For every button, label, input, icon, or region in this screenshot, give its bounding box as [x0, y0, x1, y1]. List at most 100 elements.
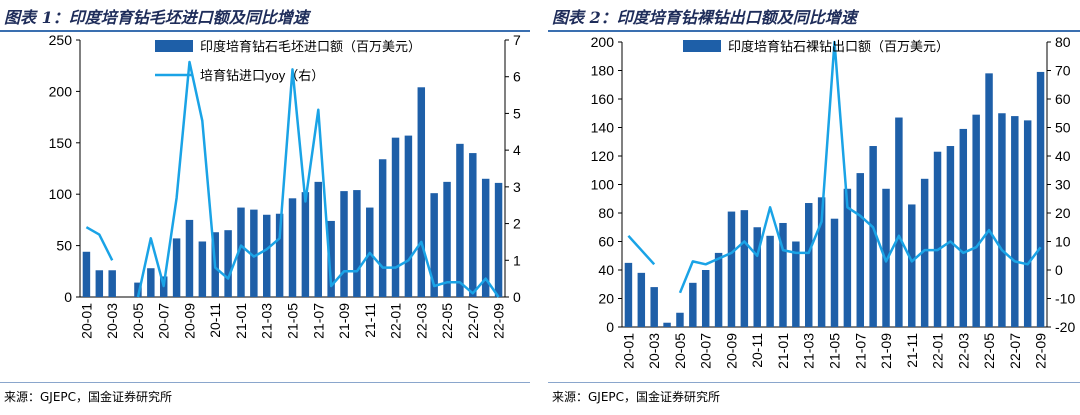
left-tick-label: 200 [49, 83, 73, 99]
bar [481, 178, 490, 297]
bar [314, 181, 322, 297]
right-tick-label: -20 [1055, 319, 1075, 335]
bar [701, 270, 710, 327]
bar [676, 312, 684, 327]
right-tick-label: 7 [513, 32, 521, 48]
yoy-line-segment [136, 60, 500, 298]
bar [237, 207, 245, 297]
left-tick-label: 20 [598, 291, 614, 307]
bar [172, 238, 181, 297]
bar [430, 193, 438, 297]
bar [1023, 120, 1032, 327]
bar [740, 210, 749, 327]
bar [908, 204, 916, 327]
left-tick-label: 140 [591, 120, 615, 136]
x-tick-label: 21-07 [310, 303, 326, 339]
bar [1036, 71, 1045, 327]
left-tick-label: 180 [591, 63, 615, 79]
bar [805, 203, 813, 327]
bar [147, 268, 155, 297]
x-tick-label: 20-07 [698, 333, 714, 369]
right-tick-label: 1 [513, 252, 521, 268]
bar [494, 182, 503, 297]
bar [985, 73, 993, 327]
bar [714, 252, 723, 327]
left-tick-label: 100 [591, 177, 615, 193]
x-tick-label: 21-01 [233, 303, 249, 339]
title-rule [0, 30, 530, 32]
source-note: 来源：GJEPC，国金证券研究所 [552, 390, 721, 404]
bar [689, 282, 697, 327]
legend-bar-label: 印度培育钻石裸钻出口额（百万美元） [728, 39, 949, 54]
legend-bar-label: 印度培育钻石毛坯进口额（百万美元） [200, 39, 421, 54]
x-tick-label: 20-03 [646, 333, 662, 369]
bar [779, 222, 787, 327]
right-tick-label: 60 [1055, 91, 1071, 107]
x-tick-label: 21-05 [827, 333, 843, 369]
bar [895, 117, 903, 328]
bar [869, 146, 877, 327]
bar [792, 241, 800, 327]
right-tick-label: 70 [1055, 63, 1071, 79]
x-tick-label: 20-09 [181, 303, 197, 339]
x-tick-label: 21-03 [801, 333, 817, 369]
left-tick-label: 50 [56, 238, 72, 254]
bar [817, 197, 826, 327]
yoy-line-segment [678, 40, 1042, 294]
x-tick-label: 22-09 [1033, 333, 1049, 369]
bar [353, 190, 361, 297]
x-tick-label: 21-03 [259, 303, 275, 339]
x-tick-label: 22-05 [439, 303, 455, 339]
x-tick-label: 20-03 [104, 303, 120, 339]
bar [882, 188, 890, 327]
left-tick-label: 40 [598, 262, 614, 278]
chart-2-plot: 0 20 40 60 80 100 120 140 160 180 200 -20 -10 0 10 20 30… [591, 34, 1076, 369]
yoy-line-segment [85, 226, 114, 261]
x-tick-label: 22-01 [930, 333, 946, 369]
x-tick-label: 22-09 [491, 303, 507, 339]
right-tick-label: 50 [1055, 120, 1071, 136]
left-tick-label: 200 [591, 34, 615, 50]
bar [275, 213, 284, 297]
bar [843, 188, 852, 327]
bar [920, 178, 929, 327]
bar [856, 173, 864, 327]
bar [198, 241, 207, 297]
right-tick-label: 0 [513, 289, 521, 305]
left-tick-label: 0 [606, 319, 614, 335]
bar [766, 235, 774, 327]
x-tick-label: 22-03 [413, 303, 429, 339]
bar [288, 198, 297, 297]
x-tick-label: 21-09 [878, 333, 894, 369]
bar [224, 230, 232, 297]
bar [1011, 116, 1019, 327]
x-tick-label: 20-01 [620, 333, 636, 369]
bar [301, 192, 310, 297]
bar [134, 282, 142, 297]
bar [972, 114, 980, 327]
bar [443, 181, 451, 297]
bar [624, 262, 633, 327]
legend-bar-swatch [683, 40, 721, 52]
left-tick-label: 80 [598, 205, 614, 221]
left-tick-label: 100 [49, 186, 73, 202]
bar [637, 272, 646, 327]
x-tick-label: 20-11 [207, 303, 223, 338]
left-tick-label: 150 [49, 135, 73, 151]
right-tick-label: 80 [1055, 34, 1071, 50]
source-rule [0, 382, 530, 383]
bar [391, 137, 400, 297]
bar [108, 270, 116, 297]
x-tick-label: 22-05 [981, 333, 997, 369]
x-tick-label: 21-05 [285, 303, 301, 339]
bar [378, 159, 387, 297]
source-note: 来源：GJEPC，国金证券研究所 [4, 390, 173, 404]
bar [946, 146, 955, 327]
bar [82, 251, 91, 297]
bar [263, 214, 271, 297]
x-tick-label: 21-01 [775, 333, 791, 369]
bar [998, 113, 1006, 327]
right-tick-label: 40 [1055, 148, 1071, 164]
x-tick-label: 20-05 [672, 333, 688, 369]
x-tick-label: 21-09 [336, 303, 352, 339]
